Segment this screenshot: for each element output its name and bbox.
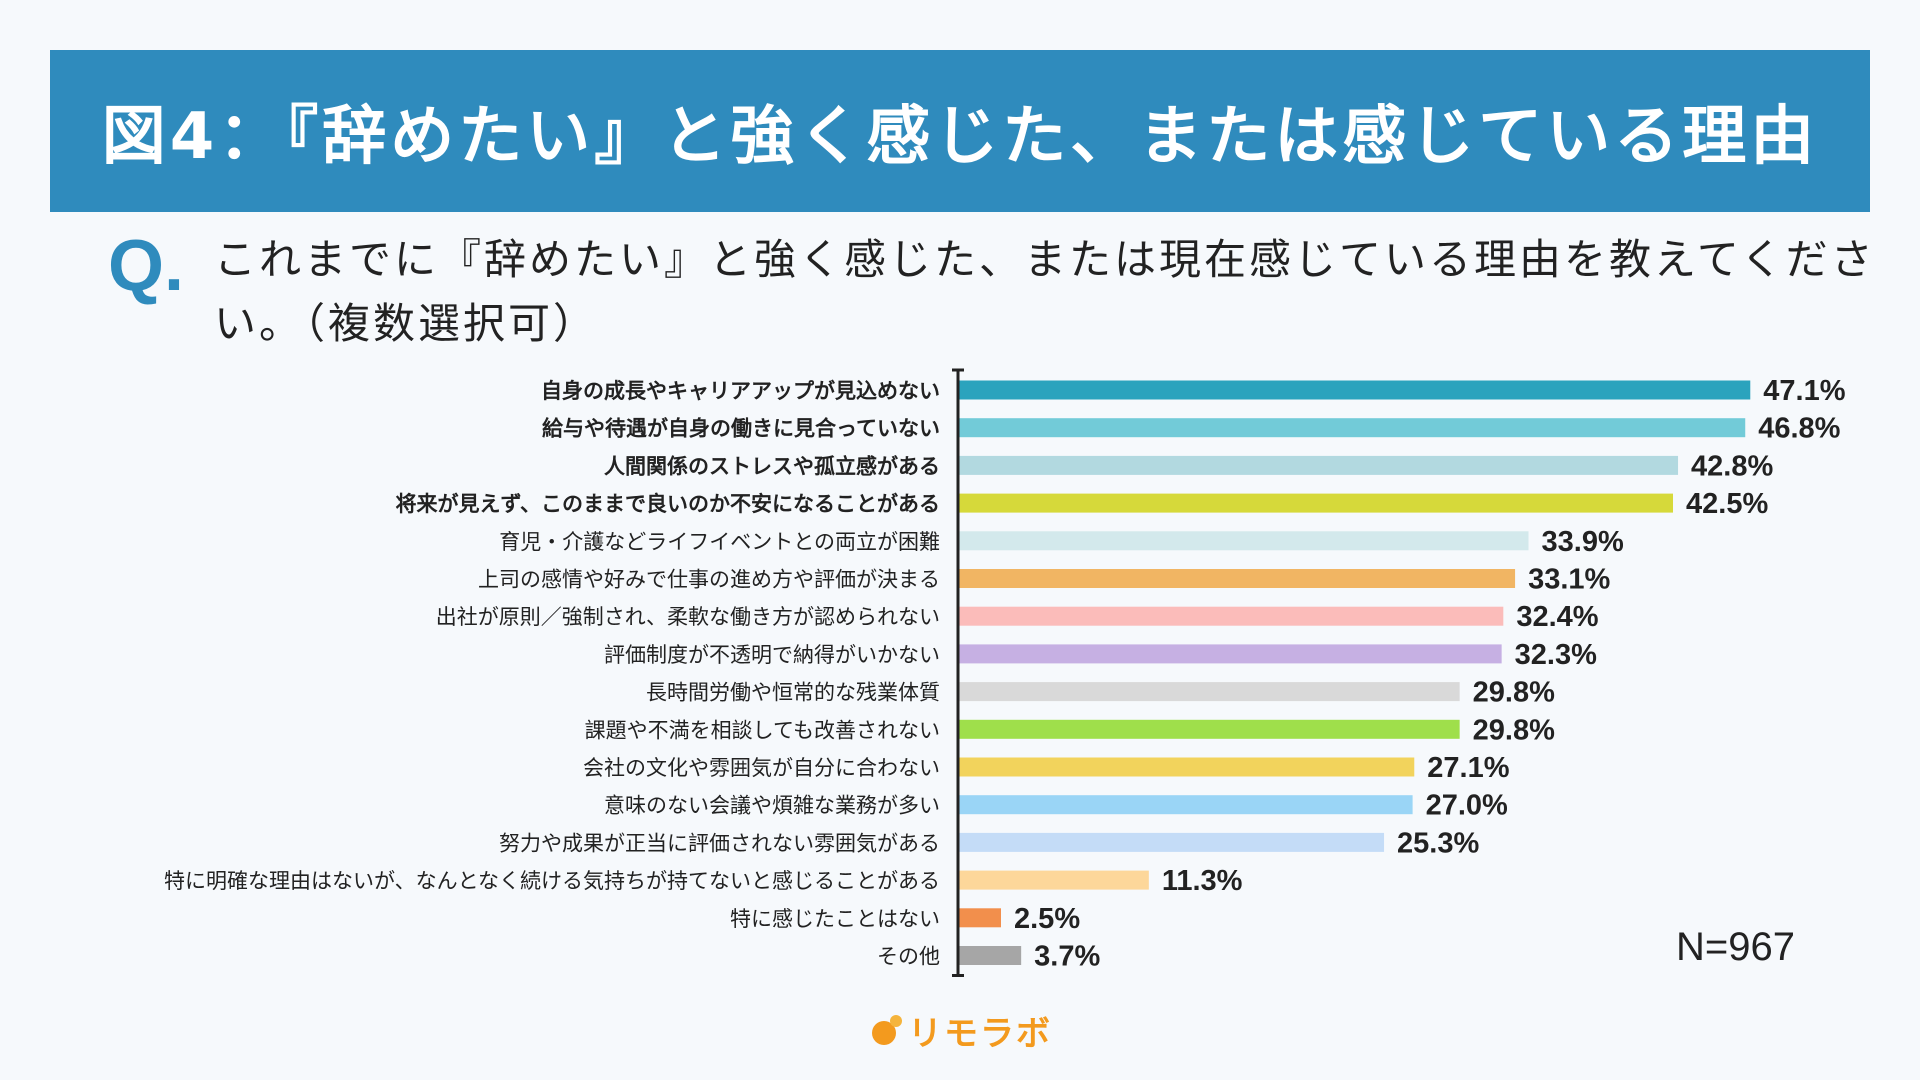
category-label: 自身の成長やキャリアアップが見込めない	[541, 379, 940, 403]
category-label: 給与や待遇が自身の働きに見合っていない	[542, 417, 940, 441]
value-label: 2.5%	[1014, 903, 1080, 935]
category-label: 課題や不満を相談しても改善されない	[585, 718, 940, 742]
bar	[959, 757, 1415, 777]
category-label: 意味のない会議や煩雑な業務が多い	[604, 794, 940, 818]
category-label: 会社の文化や雰囲気が自分に合わない	[583, 756, 940, 780]
bar	[959, 832, 1385, 852]
value-label: 42.8%	[1691, 450, 1773, 482]
category-label: 人間関係のストレスや孤立感がある	[604, 454, 940, 478]
bar	[959, 719, 1460, 739]
category-label: 特に感じたことはない	[730, 907, 940, 931]
value-label: 42.5%	[1686, 488, 1768, 520]
value-label: 33.1%	[1528, 564, 1610, 596]
value-label: 25.3%	[1397, 827, 1479, 859]
category-label: 特に明確な理由はないが、なんとなく続ける気持ちが持てないと感じることがある	[164, 869, 940, 893]
sample-size: N=967	[1676, 925, 1795, 969]
bar	[959, 531, 1529, 551]
bar	[959, 795, 1413, 815]
value-label: 32.3%	[1515, 639, 1597, 671]
page-title: 図4：『辞めたい』と強く感じた、または感じている理由	[101, 100, 1819, 174]
value-label: 11.3%	[1162, 865, 1243, 897]
logo-text: リモラボ	[908, 1013, 1052, 1054]
bar	[959, 606, 1504, 626]
value-label: 29.8%	[1473, 714, 1555, 746]
category-label: 長時間労働や恒常的な残業体質	[646, 681, 940, 705]
value-label: 27.1%	[1427, 752, 1509, 784]
title-banner: 図4：『辞めたい』と強く感じた、または感じている理由	[50, 50, 1870, 212]
category-label: その他	[877, 945, 940, 969]
value-label: 29.8%	[1473, 677, 1555, 709]
bar	[959, 569, 1516, 588]
bar	[959, 946, 1022, 965]
bar	[959, 455, 1679, 475]
bar	[959, 644, 1502, 664]
bar	[959, 870, 1149, 890]
value-label: 27.0%	[1426, 790, 1508, 822]
dots-icon	[870, 1013, 904, 1047]
value-label: 3.7%	[1034, 941, 1100, 973]
question-block: Q. これまでに『辞めたい』と強く感じた、または現在感じている理由を教えてくださ…	[108, 226, 1873, 356]
bar	[959, 493, 1673, 513]
logo: リモラボ	[870, 1008, 1052, 1054]
question-mark: Q.	[108, 226, 185, 306]
bar	[959, 380, 1751, 400]
value-label: 47.1%	[1763, 375, 1845, 407]
bar	[959, 682, 1460, 702]
question-text: これまでに『辞めたい』と強く感じた、または現在感じている理由を教えてください。（…	[214, 235, 1876, 348]
category-label: 努力や成果が正当に評価されない雰囲気がある	[499, 831, 940, 855]
category-label: 出社が原則／強制され、柔軟な働き方が認められない	[436, 605, 940, 629]
value-label: 32.4%	[1516, 601, 1598, 633]
value-label: 46.8%	[1758, 413, 1840, 445]
bar	[959, 908, 1001, 928]
category-label: 評価制度が不透明で納得がいかない	[604, 643, 940, 667]
value-label: 33.9%	[1542, 526, 1624, 558]
category-label: 将来が見えず、このままで良いのか不安になることがある	[395, 492, 940, 516]
bar	[959, 418, 1746, 438]
bar-chart: 自身の成長やキャリアアップが見込めない 47.1% 給与や待遇が自身の働きに見合って…	[164, 368, 1846, 977]
category-label: 育児・介護などライフイベントとの両立が困難	[499, 530, 940, 554]
category-label: 上司の感情や好みで仕事の進め方や評価が決まる	[478, 568, 940, 592]
